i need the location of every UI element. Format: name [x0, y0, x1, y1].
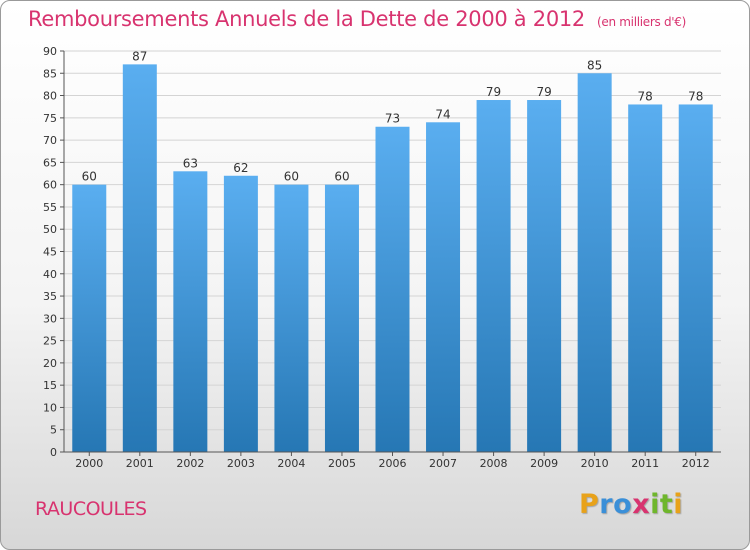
x-tick-label: 2011 — [631, 457, 659, 470]
y-tick-label: 15 — [43, 379, 57, 392]
y-tick-label: 0 — [50, 446, 57, 459]
logo-letter: r — [599, 489, 614, 520]
bar — [375, 126, 410, 452]
logo-letter: x — [632, 489, 651, 520]
x-tick-label: 2002 — [176, 457, 204, 470]
y-tick-label: 30 — [43, 312, 57, 325]
y-tick-label: 80 — [43, 90, 57, 103]
x-tick-label: 2009 — [530, 457, 558, 470]
bar — [122, 64, 157, 452]
value-label: 79 — [486, 85, 501, 99]
y-tick-label: 55 — [43, 201, 57, 214]
commune-name: RAUCOULES — [35, 498, 147, 520]
y-tick-label: 90 — [43, 45, 57, 58]
y-tick-label: 25 — [43, 335, 57, 348]
bar — [223, 175, 258, 452]
bar — [274, 184, 309, 452]
chart-title-unit: (en milliers d'€) — [597, 15, 687, 29]
value-label: 79 — [536, 85, 551, 99]
y-tick-label: 65 — [43, 156, 57, 169]
y-tick-label: 10 — [43, 401, 57, 414]
logo-letter: t — [659, 489, 674, 520]
y-tick-label: 35 — [43, 290, 57, 303]
value-label: 87 — [132, 49, 147, 63]
y-tick-label: 45 — [43, 246, 57, 259]
chart-title: Remboursements Annuels de la Dette de 20… — [28, 7, 686, 31]
bar — [72, 184, 107, 452]
x-tick-label: 2000 — [75, 457, 103, 470]
value-label: 60 — [334, 170, 349, 184]
bar — [476, 100, 511, 452]
y-tick-label: 60 — [43, 179, 57, 192]
x-tick-label: 2007 — [429, 457, 457, 470]
value-label: 73 — [385, 112, 400, 126]
bar — [628, 104, 663, 452]
value-label: 74 — [435, 107, 450, 121]
value-label: 62 — [233, 161, 248, 175]
value-label: 60 — [284, 170, 299, 184]
y-tick-label: 75 — [43, 112, 57, 125]
value-labels: 60 87 63 62 60 60 73 74 79 79 85 78 78 — [82, 49, 704, 183]
x-tick-label: 2001 — [126, 457, 154, 470]
y-tick-label: 5 — [50, 424, 57, 437]
x-tick-label: 2012 — [682, 457, 710, 470]
bar — [173, 171, 208, 453]
y-tick-label: 70 — [43, 134, 57, 147]
logo-letter: i — [650, 489, 660, 520]
logo-letter: P — [579, 489, 600, 520]
value-label: 78 — [688, 89, 703, 103]
bars — [72, 64, 713, 453]
x-axis-ticks: 2000 2001 2002 2003 2004 2005 2006 2007 2008 2009… — [75, 452, 710, 470]
value-label: 60 — [82, 170, 97, 184]
x-tick-label: 2010 — [581, 457, 609, 470]
chart-title-text: Remboursements Annuels de la Dette de 20… — [28, 7, 585, 31]
x-tick-label: 2005 — [328, 457, 356, 470]
bar — [678, 104, 713, 452]
x-tick-label: 2004 — [277, 457, 305, 470]
x-tick-label: 2008 — [480, 457, 508, 470]
value-label: 78 — [638, 89, 653, 103]
value-label: 63 — [183, 156, 198, 170]
proxiti-logo: Proxiti — [579, 489, 683, 520]
bar — [577, 73, 612, 453]
bar — [527, 100, 562, 452]
y-axis-ticks: 0 5 10 15 20 25 30 35 40 45 50 55 60 65 70 75 80 85 90 — [43, 45, 64, 459]
bar — [324, 184, 359, 452]
logo-letter: o — [613, 489, 633, 520]
logo-letter: i — [673, 489, 684, 520]
x-tick-label: 2003 — [227, 457, 255, 470]
x-tick-label: 2006 — [379, 457, 407, 470]
value-label: 85 — [587, 58, 602, 72]
y-tick-label: 50 — [43, 223, 57, 236]
y-tick-label: 85 — [43, 67, 57, 80]
axes — [63, 51, 721, 453]
y-tick-label: 20 — [43, 357, 57, 370]
y-tick-label: 40 — [43, 268, 57, 281]
bar — [426, 122, 461, 453]
